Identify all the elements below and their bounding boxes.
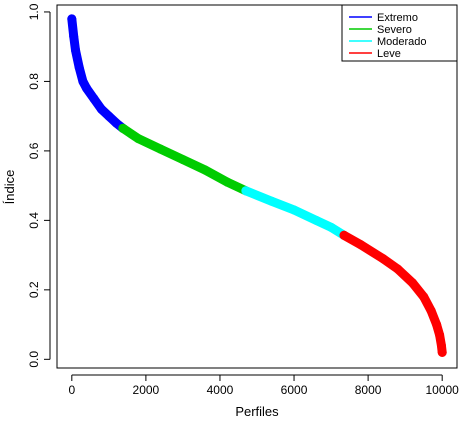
data-point bbox=[67, 14, 77, 24]
series-3 bbox=[339, 230, 447, 357]
data-point bbox=[71, 45, 81, 55]
data-point bbox=[393, 264, 403, 274]
x-tick-label: 4000 bbox=[207, 383, 234, 397]
data-point bbox=[432, 320, 442, 330]
legend-label: Leve bbox=[377, 48, 401, 60]
legend-label: Extremo bbox=[377, 12, 418, 24]
y-axis: 0.0 0.2 0.4 0.6 0.8 1.0 bbox=[27, 3, 51, 368]
x-tick-label: 8000 bbox=[355, 383, 382, 397]
data-point bbox=[96, 104, 106, 114]
legend-label: Moderado bbox=[377, 36, 427, 48]
x-tick-label: 0 bbox=[68, 383, 75, 397]
series-2 bbox=[241, 186, 349, 240]
legend-box bbox=[341, 4, 458, 62]
data-point bbox=[89, 94, 99, 104]
data-point bbox=[200, 165, 210, 175]
data-point bbox=[222, 177, 232, 187]
x-tick-label: 2000 bbox=[133, 383, 160, 397]
data-point bbox=[69, 31, 79, 41]
series-0 bbox=[67, 14, 128, 133]
y-tick-label: 0.6 bbox=[27, 142, 41, 159]
data-point bbox=[78, 76, 88, 86]
data-point bbox=[426, 306, 436, 316]
series-1 bbox=[118, 123, 251, 196]
x-tick-label: 10000 bbox=[425, 383, 459, 397]
y-tick-label: 0.8 bbox=[27, 73, 41, 90]
plot-frame bbox=[56, 4, 458, 369]
data-point bbox=[289, 205, 299, 215]
data-point bbox=[82, 83, 92, 93]
data-point bbox=[326, 222, 336, 232]
data-point bbox=[378, 254, 388, 264]
y-tick-label: 1.0 bbox=[27, 3, 41, 20]
data-point bbox=[419, 292, 429, 302]
data-point bbox=[156, 144, 166, 154]
y-tick-label: 0.4 bbox=[27, 212, 41, 229]
y-tick-label: 0.2 bbox=[27, 281, 41, 298]
series-layer bbox=[67, 14, 447, 357]
legend-label: Severo bbox=[377, 24, 412, 36]
x-axis: 0 2000 4000 6000 8000 10000 bbox=[68, 374, 459, 397]
data-point bbox=[408, 278, 418, 288]
data-point bbox=[104, 111, 114, 121]
data-point bbox=[241, 186, 251, 196]
data-point bbox=[339, 230, 349, 240]
data-point bbox=[267, 196, 277, 206]
data-point bbox=[435, 330, 445, 340]
data-point bbox=[111, 118, 121, 128]
data-point bbox=[311, 215, 321, 225]
data-point bbox=[118, 123, 128, 133]
data-point bbox=[356, 240, 366, 250]
x-tick-label: 6000 bbox=[281, 383, 308, 397]
data-point bbox=[178, 155, 188, 165]
y-tick-label: 0.0 bbox=[27, 351, 41, 368]
x-axis-label: Perfiles bbox=[235, 404, 279, 419]
data-point bbox=[74, 63, 84, 73]
data-point bbox=[436, 340, 446, 350]
data-point bbox=[133, 134, 143, 144]
y-axis-label: Índice bbox=[2, 170, 17, 205]
data-point bbox=[437, 347, 447, 357]
